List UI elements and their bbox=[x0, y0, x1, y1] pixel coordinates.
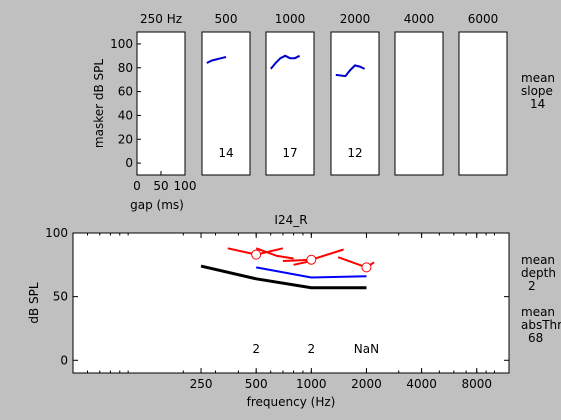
panel-box bbox=[394, 31, 444, 176]
side-label-text: mean bbox=[521, 253, 555, 267]
x-tick-label: 0 bbox=[133, 179, 141, 193]
panel-slope-value: 14 bbox=[218, 146, 233, 160]
panel-series-line bbox=[270, 54, 301, 70]
panel-box bbox=[265, 31, 315, 176]
side-label-text: slope bbox=[521, 84, 553, 98]
panel-0: 250 Hz 0 20 40 60 80 100 0 50 100 gap (ms) masker d… bbox=[92, 12, 196, 212]
x-tick-label: 8000 bbox=[461, 377, 492, 391]
x-tick-label: 100 bbox=[174, 179, 197, 193]
panel-5: 6000 bbox=[458, 12, 508, 176]
plot-area bbox=[72, 232, 510, 374]
panel-title: 2000 bbox=[340, 12, 371, 26]
side-label-value: 68 bbox=[528, 331, 543, 345]
y-tick-label: 0 bbox=[125, 156, 133, 170]
data-marker bbox=[306, 254, 317, 265]
x-axis-label: gap (ms) bbox=[130, 198, 184, 212]
panel-slope-value: 17 bbox=[282, 146, 297, 160]
chart-title: I24_R bbox=[274, 213, 307, 227]
side-label-value: 14 bbox=[530, 97, 545, 111]
panel-slope-value: 12 bbox=[347, 146, 362, 160]
panel-title: 6000 bbox=[468, 12, 499, 26]
x-tick-label: 250 bbox=[190, 377, 213, 391]
x-tick-label: 50 bbox=[153, 179, 168, 193]
side-label-text: depth bbox=[521, 266, 556, 280]
y-tick-label: 80 bbox=[118, 61, 133, 75]
panel-title: 500 bbox=[215, 12, 238, 26]
panel-box bbox=[458, 31, 508, 176]
panel-title: 1000 bbox=[275, 12, 306, 26]
panel-3: 2000 12 bbox=[330, 12, 380, 176]
y-tick-label: 40 bbox=[118, 108, 133, 122]
side-label-text: mean bbox=[521, 71, 555, 85]
y-axis-label: masker dB SPL bbox=[92, 59, 106, 148]
x-tick-label: 500 bbox=[245, 377, 268, 391]
panel-title: 250 Hz bbox=[140, 12, 182, 26]
series-line-1 bbox=[256, 266, 367, 279]
y-tick-label: 100 bbox=[110, 37, 133, 51]
panel-box bbox=[136, 31, 186, 176]
y-tick-label: 50 bbox=[53, 290, 68, 304]
x-tick-label: 1000 bbox=[296, 377, 327, 391]
annotation-label: NaN bbox=[354, 342, 379, 356]
panel-series-line bbox=[206, 56, 227, 64]
x-axis-label: frequency (Hz) bbox=[247, 395, 336, 409]
y-tick-label: 100 bbox=[45, 226, 68, 240]
y-tick-label: 20 bbox=[118, 132, 133, 146]
panel-series-line bbox=[335, 64, 366, 78]
bottom-chart: I24_R 250 500 1000 2000 4000 8000 0 50 100 frequen… bbox=[27, 213, 510, 409]
panel-1: 500 14 bbox=[201, 12, 251, 176]
data-marker bbox=[361, 262, 372, 273]
series-line-3 bbox=[255, 247, 294, 260]
series-line-0 bbox=[200, 264, 367, 290]
panel-box bbox=[330, 31, 380, 176]
annotation-label: 2 bbox=[307, 342, 315, 356]
side-label-text: absThr bbox=[521, 318, 561, 332]
y-tick-label: 60 bbox=[118, 85, 133, 99]
y-axis-label: dB SPL bbox=[27, 282, 41, 324]
y-tick-label: 0 bbox=[60, 353, 68, 367]
x-tick-label: 2000 bbox=[351, 377, 382, 391]
panel-4: 4000 bbox=[394, 12, 444, 176]
panel-title: 4000 bbox=[404, 12, 435, 26]
x-tick-label: 4000 bbox=[406, 377, 437, 391]
panel-box bbox=[201, 31, 251, 176]
side-label-text: mean bbox=[521, 305, 555, 319]
data-marker bbox=[251, 249, 262, 260]
side-label-value: 2 bbox=[528, 279, 536, 293]
annotation-label: 2 bbox=[252, 342, 260, 356]
panel-2: 1000 17 bbox=[265, 12, 315, 176]
